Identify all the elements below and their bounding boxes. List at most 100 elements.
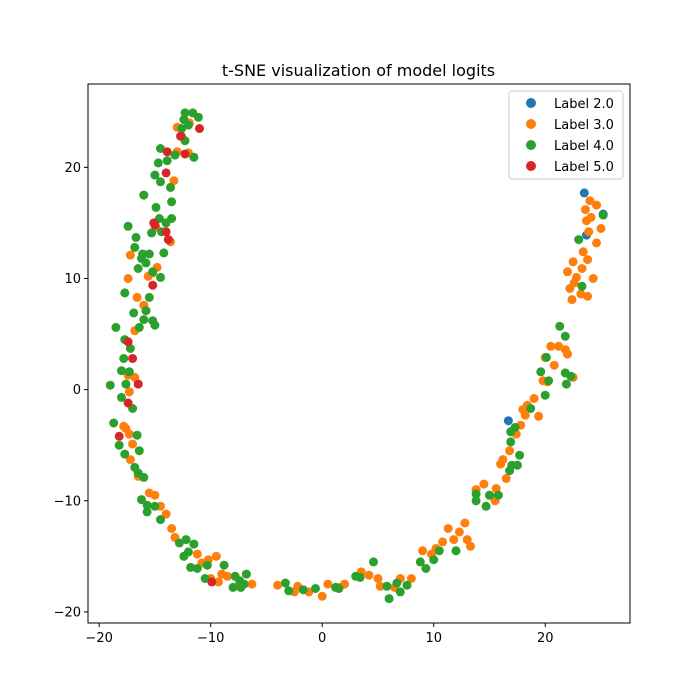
data-point-label-4-0-9 [162, 156, 172, 166]
data-point-label-4-0-24 [131, 232, 141, 242]
data-point-label-4-0-54 [114, 440, 124, 450]
data-point-label-2-0-3 [503, 416, 513, 426]
data-point-label-4-0-14 [166, 182, 175, 192]
data-point-label-4-0-91 [384, 594, 394, 604]
data-point-label-3-0-18 [583, 291, 593, 301]
data-point-label-4-0-79 [236, 582, 246, 592]
data-point-label-4-0-28 [159, 248, 169, 258]
data-point-label-3-0-109 [563, 349, 572, 359]
data-point-label-4-0-53 [132, 430, 142, 440]
data-point-label-4-0-46 [117, 366, 126, 376]
data-point-label-4-0-4 [183, 120, 193, 130]
data-point-label-4-0-5 [177, 124, 187, 133]
data-point-label-3-0-101 [529, 394, 539, 403]
data-point-label-3-0-76 [406, 574, 416, 583]
data-point-label-4-0-100 [471, 489, 481, 499]
data-point-label-5-0-6 [150, 220, 160, 230]
data-point-label-4-0-114 [544, 376, 554, 386]
x-tick-label: −20 [85, 631, 112, 646]
data-point-label-4-0-49 [121, 379, 131, 389]
points-layer [105, 108, 608, 604]
data-point-label-4-0-60 [137, 495, 146, 505]
data-point-label-4-0-107 [506, 437, 516, 447]
data-point-label-4-0-70 [186, 562, 196, 572]
data-point-label-4-0-77 [241, 569, 251, 579]
data-point-label-3-0-86 [466, 541, 475, 551]
data-point-label-5-0-4 [161, 168, 171, 178]
data-point-label-4-0-101 [471, 496, 481, 506]
data-point-label-3-0-11 [577, 264, 587, 273]
data-point-label-4-0-0 [180, 108, 190, 118]
data-point-label-3-0-41 [124, 429, 134, 439]
data-point-label-5-0-14 [114, 431, 124, 441]
data-point-label-4-0-7 [170, 150, 180, 160]
data-point-label-4-0-41 [134, 322, 144, 332]
data-point-label-4-0-66 [181, 535, 191, 545]
data-point-label-4-0-65 [174, 538, 184, 548]
data-point-label-4-0-52 [109, 418, 119, 428]
data-point-label-3-0-80 [438, 537, 448, 547]
data-point-label-3-0-19 [567, 295, 577, 305]
data-point-label-4-0-12 [150, 170, 160, 180]
data-point-label-4-0-82 [284, 586, 294, 596]
data-point-label-4-0-61 [142, 500, 152, 510]
data-point-label-4-0-56 [134, 446, 144, 456]
data-point-label-3-0-9 [583, 255, 593, 265]
x-tick-label: 10 [425, 631, 442, 646]
data-point-label-3-0-2 [580, 205, 590, 215]
data-point-label-4-0-33 [156, 272, 165, 282]
data-point-label-3-0-72 [373, 574, 383, 583]
data-point-label-3-0-1 [592, 200, 601, 210]
data-point-label-4-0-31 [133, 264, 143, 273]
data-point-label-4-0-123 [598, 210, 608, 220]
data-point-label-3-0-39 [124, 387, 134, 397]
data-point-label-4-0-38 [139, 315, 149, 325]
data-point-label-4-0-110 [515, 450, 525, 460]
data-point-label-3-0-67 [323, 579, 333, 589]
data-point-label-4-0-17 [151, 202, 161, 212]
data-point-label-4-0-90 [382, 581, 392, 591]
data-point-label-3-0-0 [585, 196, 595, 206]
x-tick-label: 0 [318, 631, 326, 646]
data-point-label-5-0-15 [207, 577, 217, 587]
data-point-label-3-0-94 [501, 474, 511, 483]
data-point-label-3-0-52 [192, 549, 202, 559]
data-point-label-4-0-117 [555, 321, 565, 331]
data-point-label-3-0-10 [568, 257, 578, 267]
plot-area-frame [87, 83, 631, 624]
legend-box [508, 90, 624, 180]
x-tick-label: 20 [537, 631, 554, 646]
data-point-label-3-0-43 [128, 439, 138, 449]
data-point-label-5-0-12 [133, 379, 143, 389]
data-point-label-4-0-80 [228, 582, 238, 592]
data-point-label-3-0-95 [505, 446, 515, 456]
data-point-label-3-0-8 [578, 247, 588, 257]
data-point-label-4-0-47 [124, 367, 134, 377]
data-point-label-4-0-37 [129, 308, 139, 318]
data-point-label-4-0-35 [141, 306, 151, 316]
data-point-label-4-0-120 [561, 379, 571, 389]
y-tick-label: 0 [73, 383, 81, 398]
data-point-label-3-0-14 [588, 274, 598, 283]
data-point-label-4-0-92 [392, 578, 402, 588]
data-point-label-3-0-106 [546, 341, 556, 351]
data-point-label-4-0-97 [429, 555, 439, 565]
data-point-label-4-0-71 [192, 564, 202, 573]
data-point-label-5-0-7 [161, 227, 171, 237]
data-point-label-4-0-27 [144, 249, 154, 259]
data-point-label-2-0-0 [579, 188, 589, 198]
data-point-label-3-0-12 [563, 267, 572, 277]
data-point-label-4-0-25 [130, 242, 140, 252]
data-point-label-3-0-5 [596, 224, 606, 233]
data-point-label-4-0-69 [179, 551, 189, 561]
data-point-label-4-0-10 [189, 152, 199, 162]
data-point-label-3-0-57 [214, 577, 223, 587]
legend-label-2: Label 2.0 [554, 97, 614, 112]
data-point-label-4-0-104 [493, 490, 503, 500]
data-point-label-4-0-20 [161, 218, 171, 228]
data-point-label-4-0-113 [540, 390, 550, 400]
data-point-label-4-0-84 [311, 584, 320, 593]
data-point-label-3-0-71 [364, 570, 374, 580]
data-point-label-4-0-59 [139, 472, 149, 482]
